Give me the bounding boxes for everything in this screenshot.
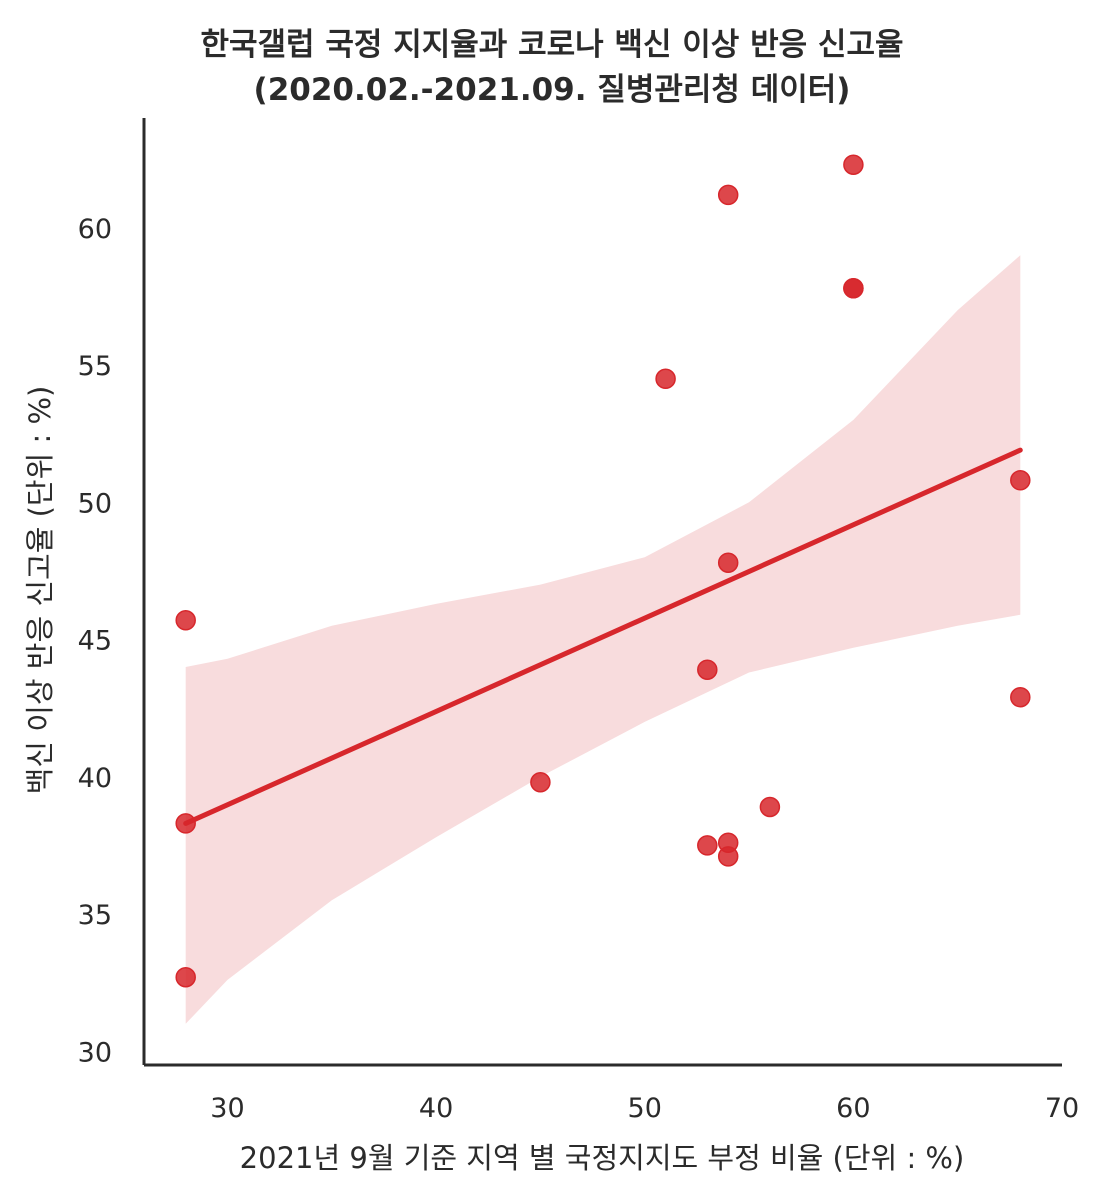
y-tick-60: 60 <box>78 214 112 245</box>
x-tick-50: 50 <box>628 1093 662 1124</box>
y-tick-55: 55 <box>78 351 112 382</box>
chart-subtitle: (2020.02.-2021.09. 질병관리청 데이터) <box>254 72 851 108</box>
x-tick-30: 30 <box>210 1093 244 1124</box>
data-point-11 <box>717 846 739 867</box>
x-tick-70: 70 <box>1045 1093 1079 1124</box>
y-axis-label: 백신 이상 반응 신고율 (단위 : %) <box>23 386 57 795</box>
data-point-4 <box>530 772 551 793</box>
data-point-9 <box>717 552 739 573</box>
y-tick-45: 45 <box>78 626 112 657</box>
y-tick-labels: 30 35 40 45 50 55 60 <box>78 214 112 1068</box>
data-point-17 <box>1010 686 1031 708</box>
chart-title: 한국갤럽 국정 지지율과 코로나 백신 이상 반응 신고율 <box>201 27 904 63</box>
data-point-2 <box>175 813 196 834</box>
data-point-8 <box>717 184 739 206</box>
data-point-15 <box>843 277 864 299</box>
x-tick-40: 40 <box>419 1093 453 1124</box>
x-axis-label: 2021년 9월 기준 지역 별 국정지지도 부정 비율 (단위 : %) <box>240 1141 965 1175</box>
data-point-7 <box>697 835 718 856</box>
data-point-3 <box>175 966 196 988</box>
y-tick-40: 40 <box>78 763 112 794</box>
plot-area <box>175 154 1031 1024</box>
data-point-6 <box>697 659 718 680</box>
data-point-5 <box>655 368 676 390</box>
regression-line <box>183 447 1023 826</box>
y-tick-35: 35 <box>78 900 112 931</box>
x-tick-60: 60 <box>836 1093 870 1124</box>
data-point-12 <box>759 796 781 818</box>
y-tick-30: 30 <box>78 1037 112 1068</box>
data-point-16 <box>1010 470 1031 491</box>
data-point-13 <box>843 154 864 175</box>
data-point-1 <box>175 610 196 631</box>
y-tick-50: 50 <box>78 488 112 519</box>
x-tick-labels: 30 40 50 60 70 <box>210 1093 1079 1124</box>
